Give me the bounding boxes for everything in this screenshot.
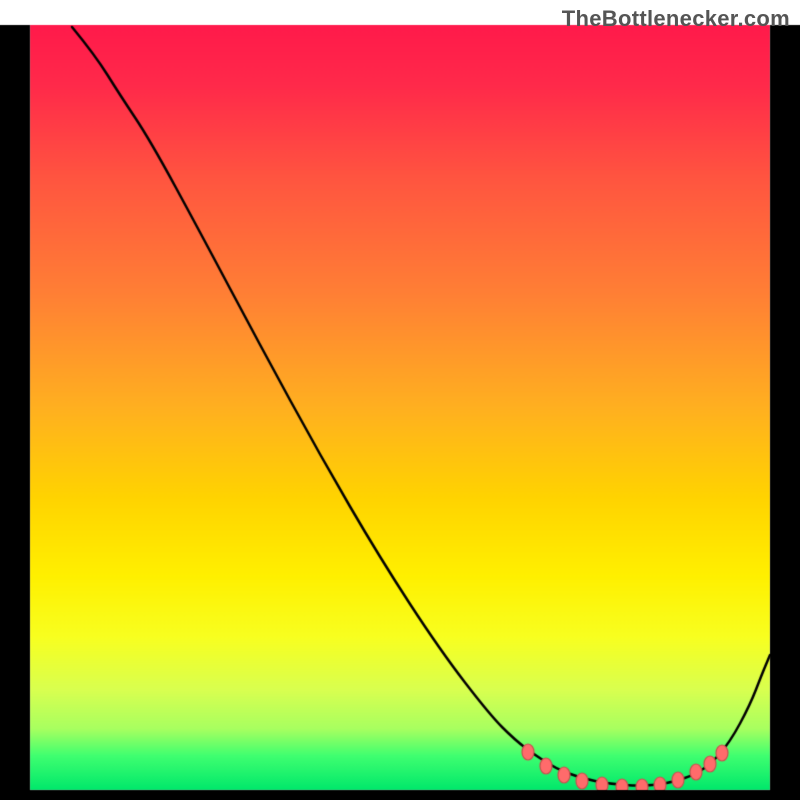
watermark-label: TheBottlenecker.com <box>562 6 790 32</box>
frame-layer <box>0 0 800 800</box>
chart-container: TheBottlenecker.com <box>0 0 800 800</box>
